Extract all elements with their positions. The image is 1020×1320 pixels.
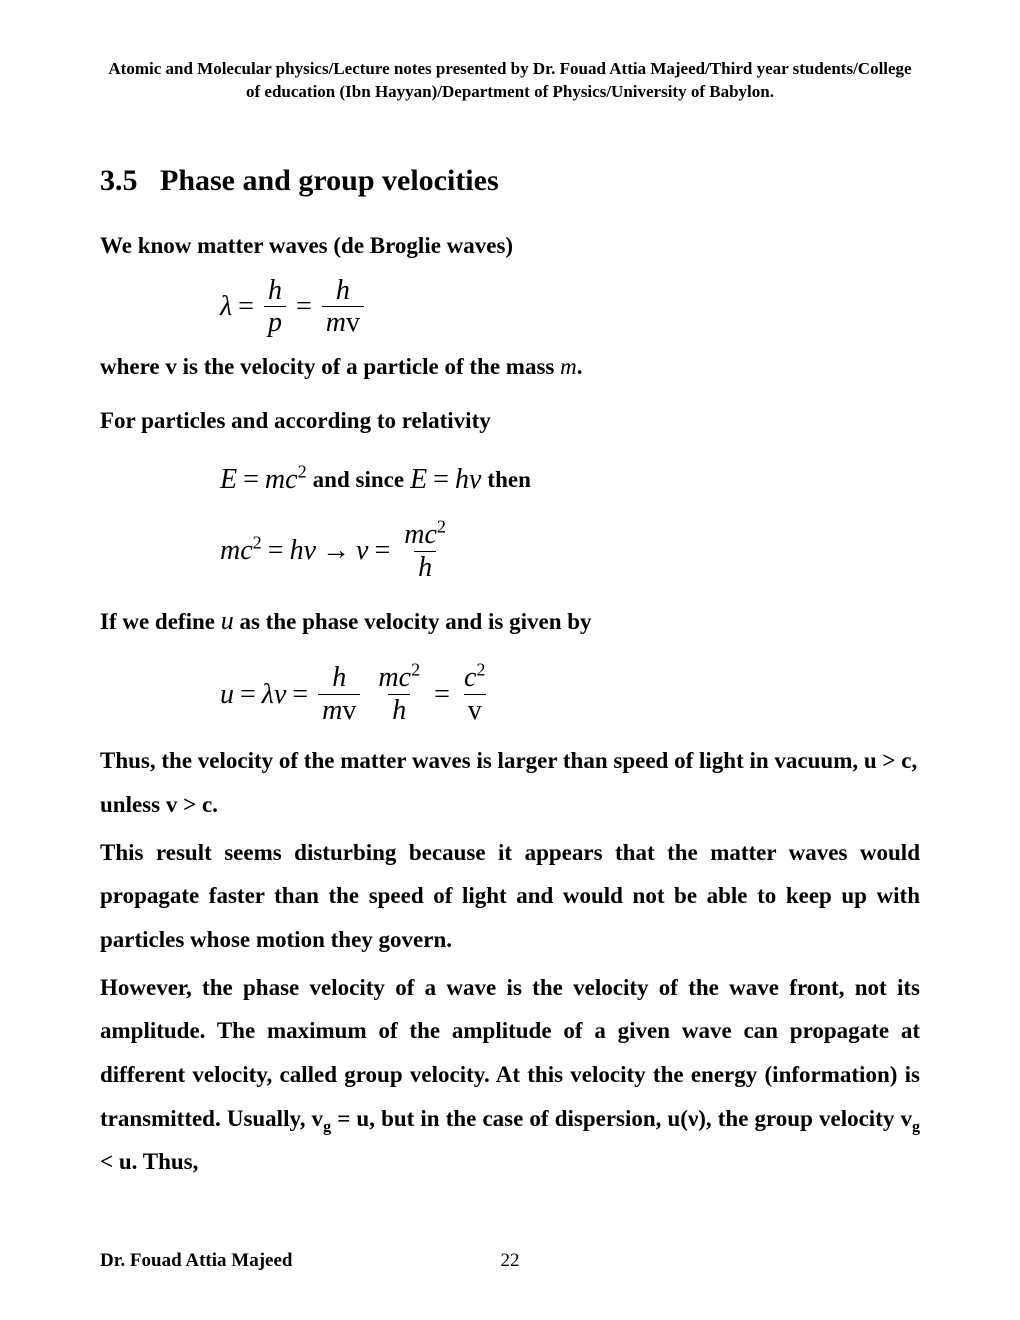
p7-c: < u. Thus, [100,1149,198,1174]
paragraph-4: If we define u as the phase velocity and… [100,596,920,645]
paragraph-1: We know matter waves (de Broglie waves) [100,224,920,268]
formula-u: u = λν = h mv mc2 h = c2 v [220,663,920,725]
paragraph-3: For particles and according to relativit… [100,399,920,443]
mid-text-1a: and since [313,466,404,494]
paragraph-5: Thus, the velocity of the matter waves i… [100,739,920,826]
frac-h-p: h p [264,276,286,338]
sym-arrow: → [322,534,350,568]
mid-text-1b: then [487,466,530,494]
frac-h-mv: h mv [322,276,364,338]
p2-a: where v is the velocity of a particle of… [100,354,560,379]
formula-mc2-hv: mc2 = hv → v = mc2 h [220,520,920,582]
p2-c: . [577,354,583,379]
frac-mc2-h-2: mc2 h [374,663,424,725]
header-line-1: Atomic and Molecular physics/Lecture not… [108,59,911,78]
p4-c: as the phase velocity and is given by [234,609,592,634]
section-name: Phase and group velocities [160,164,499,197]
formula-emc2: E = mc2 and since E = hν then [220,463,920,497]
paragraph-6: This result seems disturbing because it … [100,831,920,962]
p4-u: u [221,606,234,635]
sub-g-1: g [323,1118,331,1135]
formula-lambda: λ = h p = h mv [220,276,920,338]
frac-c2-v: c2 v [460,663,490,725]
section-title: 3.5 Phase and group velocities [100,164,920,198]
paragraph-7: However, the phase velocity of a wave is… [100,966,920,1184]
paragraph-2: where v is the velocity of a particle of… [100,345,920,389]
sym-eq-2: = [296,290,312,324]
p2-m: m [560,354,577,379]
footer-author: Dr. Fouad Attia Majeed [100,1250,292,1271]
sym-eq: = [238,290,254,324]
page-header: Atomic and Molecular physics/Lecture not… [100,58,920,104]
page-number: 22 [501,1250,520,1272]
document-page: Atomic and Molecular physics/Lecture not… [0,0,1020,1320]
p4-a: If we define [100,609,221,634]
sym-lambda: λ [220,290,232,324]
p7-b: = u, but in the case of dispersion, u(ν)… [331,1106,912,1131]
frac-mc2-h: mc2 h [400,520,450,582]
header-line-2: of education (Ibn Hayyan)/Department of … [246,82,774,101]
sub-g-2: g [912,1118,920,1135]
frac-h-mv-2: h mv [318,663,360,725]
page-footer: Dr. Fouad Attia Majeed 22 [100,1250,920,1272]
section-number: 3.5 [100,164,138,197]
